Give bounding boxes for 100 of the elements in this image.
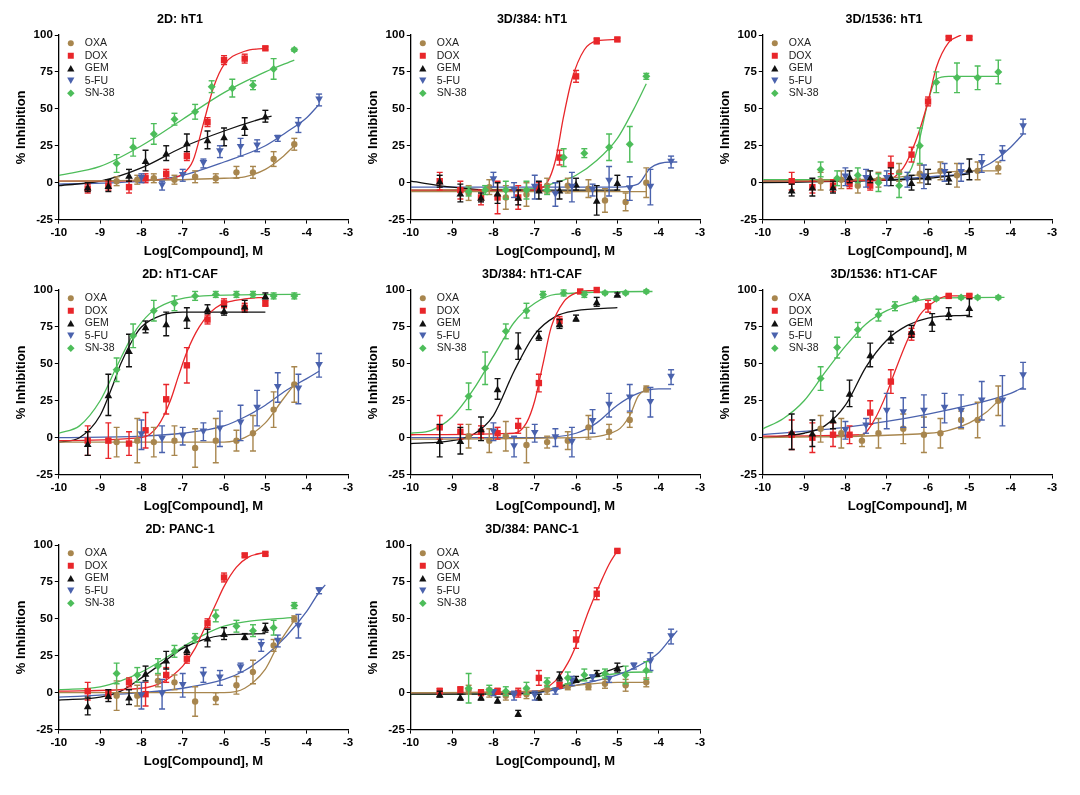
legend-label: OXA <box>788 36 811 49</box>
x-tick-label: -6 <box>570 480 582 493</box>
x-axis-title: Log[Compound], M <box>143 497 263 513</box>
legend-label: SN-38 <box>788 341 819 354</box>
legend-label: GEM <box>436 571 461 584</box>
legend-label: OXA <box>436 36 459 49</box>
legend-label: 5-FU <box>84 583 109 596</box>
legend-label: DOX <box>84 558 108 571</box>
chart-title: 3D/384: PANC-1 <box>485 521 579 536</box>
legend-label: 5-FU <box>436 328 461 341</box>
x-axis-title: Log[Compound], M <box>143 242 263 258</box>
x-tick-label: -8 <box>488 225 500 238</box>
y-tick-label: -25 <box>36 212 54 225</box>
legend-label: SN-38 <box>436 341 467 354</box>
chart-title: 3D/384: hT1-CAF <box>481 266 583 281</box>
y-tick-label: 50 <box>391 612 405 625</box>
legend-label: OXA <box>788 291 811 304</box>
y-tick-label: 100 <box>737 28 757 41</box>
y-tick-label: 0 <box>398 175 405 188</box>
x-tick-label: -8 <box>136 480 148 493</box>
x-tick-label: -7 <box>177 225 188 238</box>
x-tick-label: -4 <box>1005 480 1017 493</box>
y-tick-label: 100 <box>385 283 405 296</box>
x-tick-label: -3 <box>1046 225 1058 238</box>
x-tick-label: -6 <box>570 735 582 748</box>
x-tick-label: -8 <box>488 735 500 748</box>
y-tick-label: 100 <box>33 538 53 551</box>
legend-label: DOX <box>84 303 108 316</box>
y-tick-label: 50 <box>743 102 757 115</box>
y-tick-label: 25 <box>743 138 758 151</box>
x-tick-label: -9 <box>798 225 810 238</box>
x-tick-label: -8 <box>488 480 500 493</box>
legend-label: GEM <box>788 61 813 74</box>
y-tick-label: 100 <box>385 28 405 41</box>
x-tick-label: -5 <box>612 735 624 748</box>
x-tick-label: -6 <box>218 225 230 238</box>
x-tick-label: -9 <box>94 225 106 238</box>
legend-label: OXA <box>436 291 459 304</box>
legend-label: GEM <box>436 316 461 329</box>
legend-label: SN-38 <box>788 86 819 99</box>
x-tick-label: -7 <box>881 480 892 493</box>
y-tick-label: 50 <box>39 612 53 625</box>
y-tick-label: 0 <box>398 685 405 698</box>
y-tick-label: 75 <box>743 320 758 333</box>
y-tick-label: -25 <box>388 722 406 735</box>
y-tick-label: 100 <box>385 538 405 551</box>
x-tick-label: -5 <box>964 480 976 493</box>
legend-label: DOX <box>84 48 108 61</box>
legend-label: SN-38 <box>84 86 115 99</box>
x-tick-label: -7 <box>529 225 540 238</box>
y-tick-label: 75 <box>39 320 54 333</box>
x-tick-label: -9 <box>94 480 106 493</box>
y-tick-label: -25 <box>36 722 54 735</box>
legend-label: SN-38 <box>436 596 467 609</box>
x-tick-label: -10 <box>402 225 420 238</box>
x-tick-label: -10 <box>50 735 68 748</box>
y-axis-title: % Inhibition <box>13 600 29 675</box>
chart-title: 3D/1536: hT1 <box>845 11 923 26</box>
legend-label: DOX <box>788 303 812 316</box>
legend-label: GEM <box>788 316 813 329</box>
y-tick-label: -25 <box>740 212 758 225</box>
y-axis-title: % Inhibition <box>365 600 381 675</box>
x-tick-label: -3 <box>342 480 354 493</box>
x-tick-label: -10 <box>754 480 772 493</box>
y-tick-label: 50 <box>391 357 405 370</box>
x-tick-label: -6 <box>218 735 230 748</box>
legend-label: 5-FU <box>84 73 109 86</box>
legend-label: 5-FU <box>84 328 109 341</box>
y-axis-title: % Inhibition <box>717 345 733 420</box>
x-tick-label: -9 <box>94 735 106 748</box>
x-tick-label: -3 <box>694 735 706 748</box>
x-tick-label: -5 <box>260 480 272 493</box>
x-tick-label: -4 <box>301 735 313 748</box>
x-tick-label: -4 <box>653 225 665 238</box>
y-tick-label: -25 <box>388 212 406 225</box>
legend-label: GEM <box>84 316 109 329</box>
y-tick-label: 75 <box>39 65 54 78</box>
y-tick-label: 100 <box>33 283 53 296</box>
legend-label: GEM <box>436 61 461 74</box>
legend-label: 5-FU <box>436 73 461 86</box>
y-axis-title: % Inhibition <box>365 345 381 420</box>
x-tick-label: -6 <box>218 480 230 493</box>
y-tick-label: -25 <box>740 467 758 480</box>
x-tick-label: -10 <box>402 480 420 493</box>
x-tick-label: -8 <box>136 735 148 748</box>
y-tick-label: 0 <box>46 430 53 443</box>
y-axis-title: % Inhibition <box>717 90 733 165</box>
x-tick-label: -10 <box>50 480 68 493</box>
x-tick-label: -7 <box>529 480 540 493</box>
x-tick-label: -7 <box>529 735 540 748</box>
y-tick-label: 50 <box>39 357 53 370</box>
y-axis-title: % Inhibition <box>365 90 381 165</box>
legend-label: DOX <box>788 48 812 61</box>
legend-label: SN-38 <box>84 596 115 609</box>
x-tick-label: -4 <box>653 480 665 493</box>
legend-label: GEM <box>84 571 109 584</box>
legend-label: SN-38 <box>436 86 467 99</box>
x-tick-label: -3 <box>694 480 706 493</box>
y-tick-label: 0 <box>750 175 757 188</box>
y-tick-label: 75 <box>391 575 406 588</box>
